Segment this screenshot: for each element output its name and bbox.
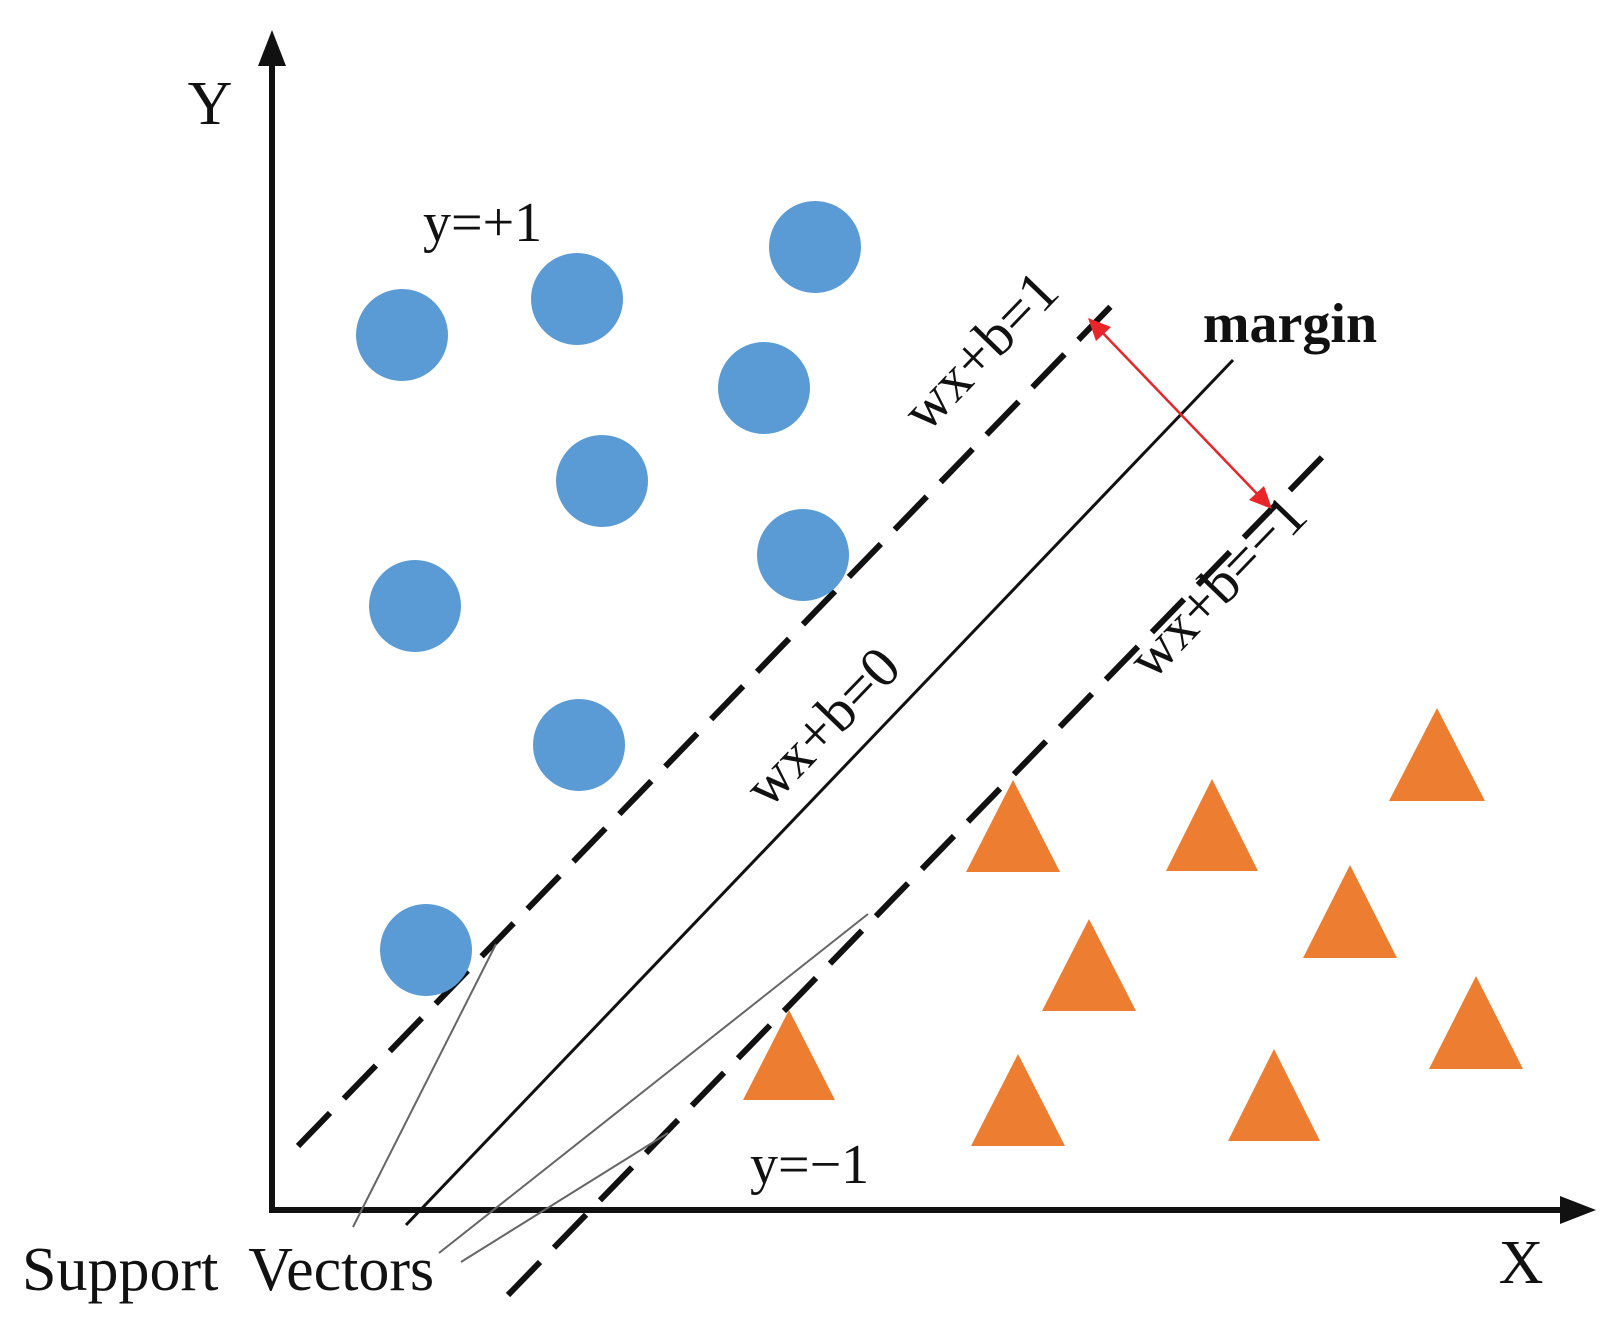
x-axis-label: X [1499,1229,1544,1297]
negative-class-label: y=−1 [750,1134,869,1196]
x-axis-arrow-icon [1560,1196,1596,1224]
negative-class-point [966,780,1060,872]
positive-class-point [533,699,625,791]
negative-class-point [1042,919,1136,1011]
y-axis-label: Y [188,70,233,138]
hyperplanes [295,297,1332,1298]
positive-class-point [356,289,448,381]
positive-class-point [718,342,810,434]
leader-line [352,943,497,1228]
leader-line [438,913,869,1254]
upper-margin-line [295,297,1120,1149]
negative-class-point [1429,976,1523,1069]
positive-class-point [769,201,861,293]
margin-arrow-head-lower-icon [1249,486,1272,509]
negative-class-point [971,1054,1065,1146]
positive-class-point [380,904,472,996]
positive-class-label: y=+1 [423,192,542,254]
y-axis-arrow-icon [258,30,286,66]
negative-class-point [1166,779,1258,871]
margin-label: margin [1203,293,1377,355]
negative-class-point [1228,1049,1320,1141]
margin-arrow-line [1097,327,1263,500]
positive-class-points [356,201,861,996]
support-vector-leaders [352,913,869,1263]
negative-class-point [1389,708,1485,801]
lower-hyperplane-label: wx+b=−1 [1115,482,1319,690]
margin-arrow-head-upper-icon [1088,318,1111,341]
positive-class-point [556,435,648,527]
decision-boundary-line [404,358,1235,1227]
negative-class-point [1303,865,1397,958]
positive-class-point [531,253,623,345]
axes [258,30,1596,1224]
support-vectors-label: Support Vectors [22,1236,434,1304]
negative-class-points [743,708,1523,1146]
leader-line [460,1132,669,1263]
positive-class-point [369,560,461,652]
margin-arrow [1088,318,1272,509]
upper-hyperplane-label: wx+b=1 [889,258,1071,443]
positive-class-point [757,509,849,601]
negative-class-point [743,1010,835,1100]
